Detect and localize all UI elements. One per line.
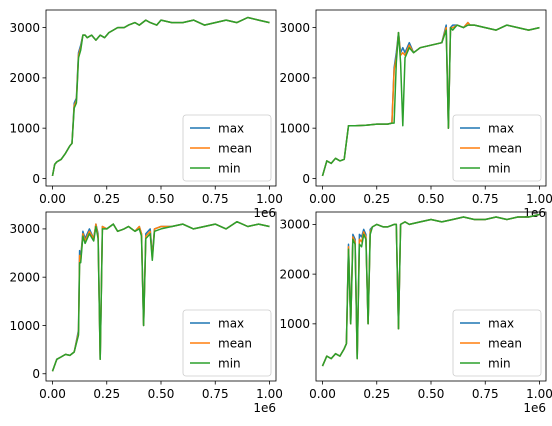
x-offset-label: 1e6 xyxy=(523,401,546,415)
x-tick-label: 1.00 xyxy=(526,387,552,401)
x-tick-label: 0.50 xyxy=(148,192,175,206)
x-tick-label: 0.75 xyxy=(472,192,499,206)
x-tick-label: 0.00 xyxy=(309,192,336,206)
legend-label-max: max xyxy=(488,316,514,330)
series-line-min xyxy=(321,24,540,177)
legend-label-min: min xyxy=(488,161,511,175)
x-offset-label: 1e6 xyxy=(253,206,276,220)
legend-label-min: min xyxy=(218,161,241,175)
legend-box xyxy=(182,309,272,377)
series-line-min xyxy=(51,220,270,372)
legend-label-mean: mean xyxy=(488,141,522,155)
legend-label-mean: mean xyxy=(488,336,522,350)
y-tick-label: 0 xyxy=(302,172,310,186)
x-tick-label: 0.00 xyxy=(309,387,336,401)
legend-label-mean: mean xyxy=(218,336,252,350)
x-tick-label: 0.00 xyxy=(39,192,66,206)
legend-label-max: max xyxy=(488,121,514,135)
x-tick-label: 1.00 xyxy=(256,387,283,401)
legend-label-max: max xyxy=(218,316,244,330)
legend: max mean min xyxy=(452,114,542,182)
x-tick-label: 0.25 xyxy=(363,387,390,401)
y-tick-label: 3000 xyxy=(279,218,310,232)
x-tick-label: 0.50 xyxy=(418,192,445,206)
x-tick-label: 0.25 xyxy=(93,387,120,401)
y-tick-label: 0 xyxy=(32,367,40,381)
legend: max mean min xyxy=(182,309,272,377)
legend-label-max: max xyxy=(218,121,244,135)
x-tick-label: 0.75 xyxy=(472,387,499,401)
legend-box xyxy=(452,309,542,377)
subplot-2: 0.00 0.25 0.50 0.75 1.001e60100020003000maxm… xyxy=(279,9,552,220)
y-tick-label: 2000 xyxy=(9,270,40,284)
legend-label-mean: mean xyxy=(218,141,252,155)
legend-label-min: min xyxy=(218,356,241,370)
y-tick-label: 3000 xyxy=(279,21,310,35)
x-tick-label: 0.25 xyxy=(93,192,120,206)
x-tick-label: 1.00 xyxy=(526,192,552,206)
x-tick-label: 1.00 xyxy=(256,192,283,206)
x-tick-label: 0.50 xyxy=(418,387,445,401)
y-tick-label: 1000 xyxy=(279,317,310,331)
series-line-min xyxy=(51,16,270,177)
y-tick-label: 3000 xyxy=(9,21,40,35)
y-tick-label: 1000 xyxy=(279,121,310,135)
y-tick-label: 1000 xyxy=(9,319,40,333)
legend-box xyxy=(452,114,542,182)
x-tick-label: 0.25 xyxy=(363,192,390,206)
x-tick-label: 0.50 xyxy=(148,387,175,401)
y-tick-label: 2000 xyxy=(279,71,310,85)
series-line-min xyxy=(321,213,540,367)
y-tick-label: 1000 xyxy=(9,121,40,135)
y-tick-label: 3000 xyxy=(9,222,40,236)
x-offset-label: 1e6 xyxy=(523,206,546,220)
x-offset-label: 1e6 xyxy=(253,401,276,415)
x-tick-label: 0.75 xyxy=(202,387,229,401)
y-tick-label: 0 xyxy=(32,172,40,186)
y-tick-label: 2000 xyxy=(9,71,40,85)
legend-label-min: min xyxy=(488,356,511,370)
subplot-1: 0.00 0.25 0.50 0.75 1.001e60100020003000maxm… xyxy=(9,9,283,220)
legend: max mean min xyxy=(182,114,272,182)
y-tick-label: 2000 xyxy=(279,267,310,281)
x-tick-label: 0.00 xyxy=(39,387,66,401)
x-tick-label: 0.75 xyxy=(202,192,229,206)
subplot-3: 0.00 0.25 0.50 0.75 1.001e60100020003000maxm… xyxy=(9,211,283,415)
legend: max mean min xyxy=(452,309,542,377)
legend-box xyxy=(182,114,272,182)
